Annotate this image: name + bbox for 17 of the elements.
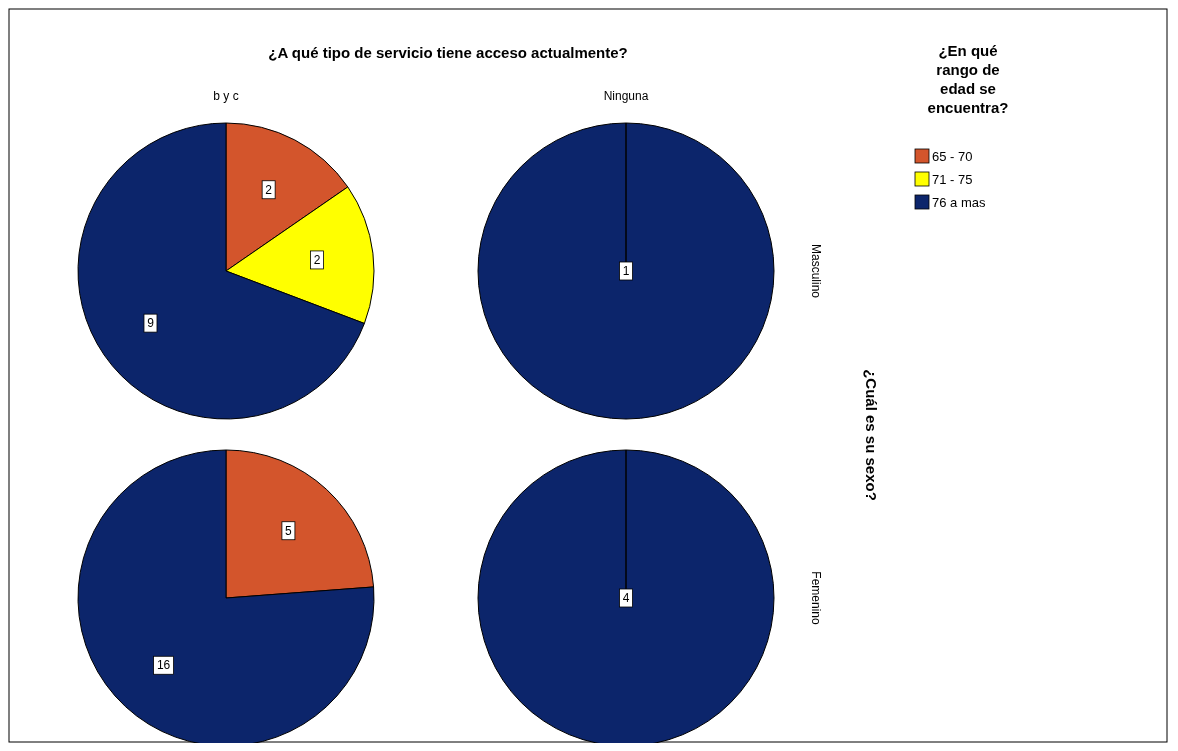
chart-subtitle: b y c <box>213 89 239 103</box>
legend-label: 71 - 75 <box>932 172 973 187</box>
text: Femenino <box>809 571 823 625</box>
text: Masculino <box>809 243 823 299</box>
legend-title: ¿En qué rango de edad se encuentra? <box>927 42 1009 116</box>
data-label: 2 <box>313 252 321 267</box>
chart-subtitle: Ninguna <box>603 89 649 103</box>
data-label: 1 <box>622 264 630 278</box>
data-label: 2 <box>265 182 273 197</box>
text: ¿A qué tipo de servicio tiene acceso actualmente? <box>268 44 628 61</box>
text: ¿Cuál es su sexo? <box>863 369 880 501</box>
data-label: 9 <box>147 316 155 331</box>
data-label: 5 <box>285 523 293 538</box>
data-label: 16 <box>156 658 171 673</box>
legend-label: 76 a mas <box>932 195 986 210</box>
legend-label: 65 - 70 <box>932 149 973 164</box>
data-label: 4 <box>622 591 630 605</box>
